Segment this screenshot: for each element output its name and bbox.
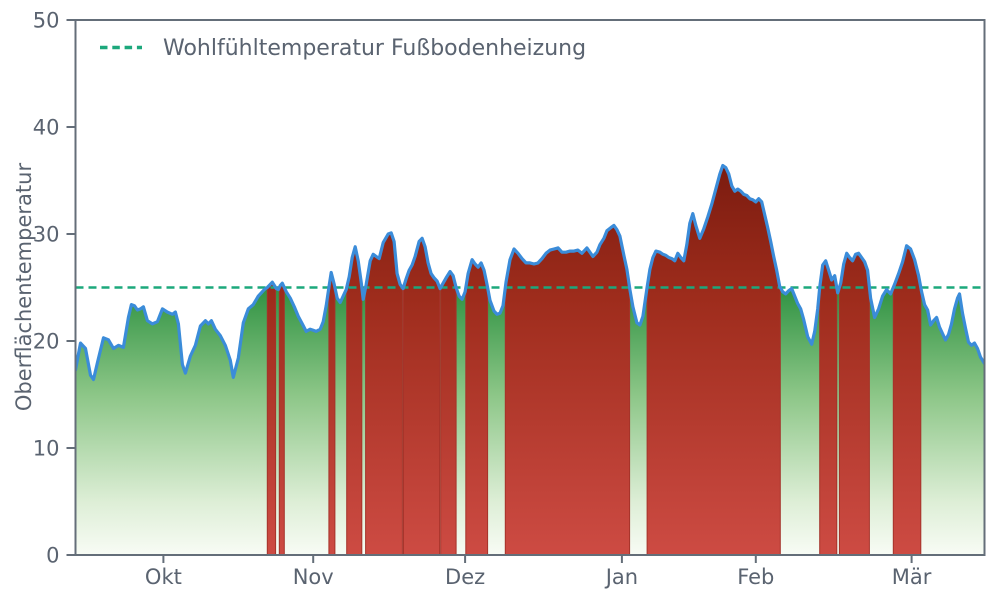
y-tick-label: 40: [33, 116, 60, 140]
y-tick-label: 10: [33, 437, 60, 461]
area-fill-above-threshold: [402, 237, 441, 555]
legend-label: Wohlfühltemperatur Fußbodenheizung: [163, 36, 586, 61]
area-fill-above-threshold: [465, 258, 489, 555]
area-fills: [75, 164, 985, 555]
area-fill-above-threshold: [440, 270, 457, 555]
y-tick-label: 20: [33, 330, 60, 354]
area-fill-above-threshold: [346, 246, 363, 555]
y-tick-label: 0: [46, 544, 59, 568]
temperature-curve-group: [75, 163, 985, 382]
area-fill-above-threshold: [838, 252, 870, 555]
area-fill-above-threshold: [504, 224, 631, 555]
x-tick-label: Dez: [445, 565, 485, 589]
area-fill-above-threshold: [892, 244, 922, 555]
area-fill-above-threshold: [328, 272, 336, 555]
area-fill-above-threshold: [819, 259, 838, 555]
area-fill-above-threshold: [365, 232, 403, 555]
y-axis-title: Oberflächentemperatur: [12, 163, 36, 412]
legend: Wohlfühltemperatur Fußbodenheizung: [100, 36, 586, 61]
x-tick-label: Okt: [145, 565, 182, 589]
axes: 0 10 20 30 40 50 Okt Nov Dez Jan Feb Mär: [33, 9, 986, 589]
area-fill-above-threshold: [266, 281, 277, 555]
x-tick-label: Nov: [293, 565, 334, 589]
y-tick-label: 50: [33, 9, 60, 33]
x-tick-label: Jan: [604, 565, 638, 589]
y-tick-label: 30: [33, 223, 60, 247]
x-tick-label: Feb: [737, 565, 774, 589]
area-fill-above-threshold: [278, 282, 285, 555]
temperature-curve: [75, 163, 985, 382]
plot-frame: [74, 19, 986, 556]
area-fill-above-threshold: [646, 164, 781, 555]
x-tick-label: Mär: [892, 565, 932, 589]
